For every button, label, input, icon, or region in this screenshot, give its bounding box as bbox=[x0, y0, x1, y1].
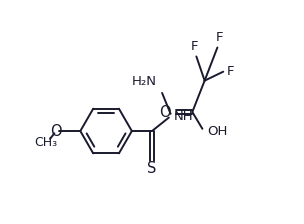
Text: S: S bbox=[147, 161, 157, 175]
Text: CH₃: CH₃ bbox=[34, 136, 57, 149]
Text: H₂N: H₂N bbox=[132, 75, 157, 88]
Text: NH: NH bbox=[173, 110, 193, 123]
Text: O: O bbox=[159, 105, 171, 119]
Text: OH: OH bbox=[207, 125, 227, 138]
Text: O: O bbox=[50, 124, 62, 138]
Text: F: F bbox=[227, 65, 235, 78]
Text: F: F bbox=[216, 31, 223, 44]
Text: F: F bbox=[191, 40, 198, 53]
